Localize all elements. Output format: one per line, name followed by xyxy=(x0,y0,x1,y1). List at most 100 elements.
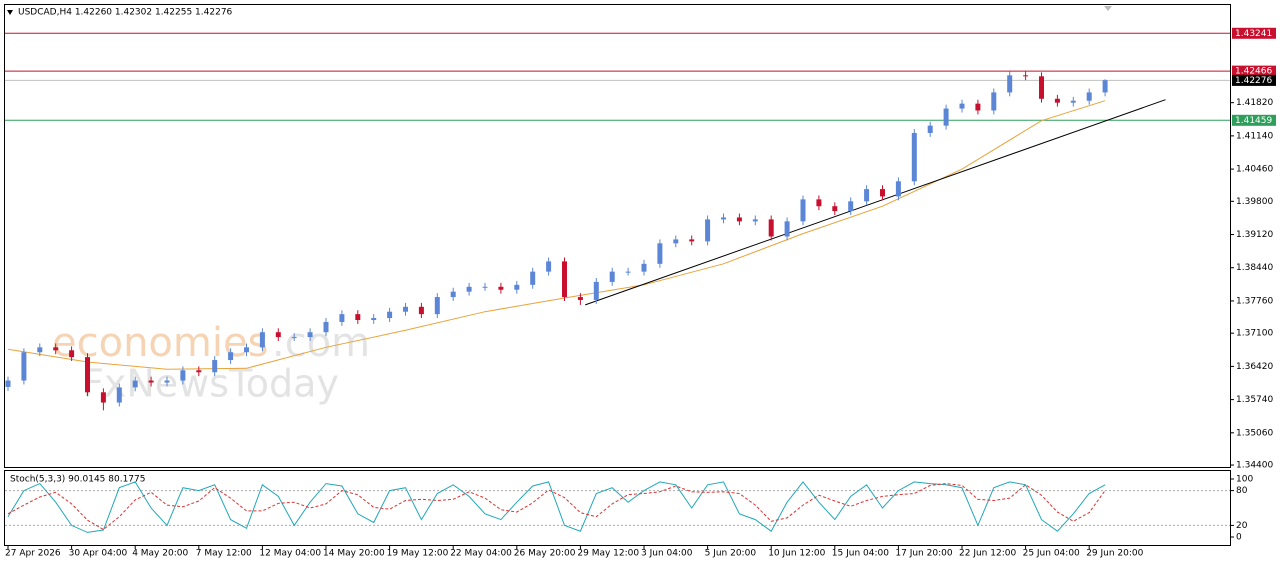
x-tick-label: 25 Jun 04:00 xyxy=(1023,549,1080,559)
x-tick-label: 22 May 04:00 xyxy=(450,549,512,559)
scroll-marker xyxy=(1104,6,1112,11)
candle-body xyxy=(1023,75,1029,77)
candle-body xyxy=(1054,98,1060,103)
candle-body xyxy=(275,332,281,338)
candle-body xyxy=(228,352,234,361)
y-tick-label: 1.41820 xyxy=(1236,98,1273,108)
watermark: .com xyxy=(272,320,370,366)
candle-body xyxy=(180,370,186,381)
candle-body xyxy=(1070,100,1076,103)
candle-body xyxy=(895,181,901,197)
candle-body xyxy=(244,347,249,353)
candle-body xyxy=(21,352,27,381)
candle-body xyxy=(959,103,965,109)
y-tick-label: 1.36420 xyxy=(1236,362,1273,372)
candle-body xyxy=(514,284,520,290)
candle-body xyxy=(323,321,329,333)
candle-body xyxy=(752,219,758,222)
candle-body xyxy=(1102,80,1108,93)
y-tick-label: 1.35060 xyxy=(1236,428,1273,438)
trendline xyxy=(585,99,1166,306)
level-label: 1.42466 xyxy=(1235,67,1272,77)
candle-body xyxy=(848,201,854,212)
candle-body xyxy=(609,271,615,282)
candle-body xyxy=(259,332,265,348)
candle-body xyxy=(562,261,567,298)
y-tick-label: 1.39120 xyxy=(1236,230,1273,240)
y-tick-label: 100 xyxy=(1236,475,1253,485)
y-tick-label: 80 xyxy=(1236,486,1248,496)
candle-body xyxy=(291,337,297,339)
candle-body xyxy=(466,286,472,292)
candle-body xyxy=(991,92,997,111)
menu-arrow[interactable] xyxy=(7,10,13,15)
x-tick-label: 27 Apr 2026 xyxy=(5,549,61,559)
y-tick-label: 1.37760 xyxy=(1236,296,1273,306)
candle-body xyxy=(864,189,870,202)
candle-body xyxy=(641,263,647,272)
candle-body xyxy=(975,103,981,111)
candle-body xyxy=(434,297,440,315)
stoch-line xyxy=(7,481,1106,533)
candle-body xyxy=(880,189,885,197)
candle-body xyxy=(307,332,313,338)
y-tick-label: 1.41140 xyxy=(1236,131,1273,141)
level-label: 1.42276 xyxy=(1235,76,1272,86)
x-tick-label: 5 Jun 20:00 xyxy=(705,549,757,559)
x-tick-label: 26 May 20:00 xyxy=(514,549,576,559)
candle-body xyxy=(593,281,599,300)
candle-body xyxy=(530,271,536,285)
candle-body xyxy=(546,261,552,272)
candle-body xyxy=(498,286,504,290)
level-tag xyxy=(1232,74,1276,86)
candle-body xyxy=(673,239,679,244)
candle-body xyxy=(100,392,106,403)
candle-body xyxy=(927,125,933,133)
candle-body xyxy=(164,380,170,383)
candle-body xyxy=(943,108,949,126)
x-tick-label: 15 Jun 04:00 xyxy=(832,549,889,559)
candle-body xyxy=(387,311,393,319)
candle-body xyxy=(148,380,154,383)
candle-body xyxy=(482,286,488,288)
y-tick-label: 1.39800 xyxy=(1236,197,1273,207)
y-tick-label: 1.34400 xyxy=(1236,461,1273,471)
y-tick-label: 1.40460 xyxy=(1236,165,1273,175)
candle-body xyxy=(832,206,838,212)
candle-body xyxy=(69,350,75,358)
candle-body xyxy=(1039,76,1044,99)
stoch-panel xyxy=(4,470,1231,546)
y-tick-label: 1.38440 xyxy=(1236,263,1273,273)
indicator-title: Stoch(5,3,3) 90.0145 80.1775 xyxy=(10,475,145,485)
x-tick-label: 14 May 20:00 xyxy=(323,549,385,559)
candle-body xyxy=(577,297,583,300)
candle-body xyxy=(784,221,790,237)
x-tick-label: 10 Jun 12:00 xyxy=(768,549,825,559)
candle-body xyxy=(450,291,456,298)
y-tick-label: 0 xyxy=(1236,532,1242,542)
candle-body xyxy=(116,387,122,403)
candle-body xyxy=(705,219,711,242)
candle-body xyxy=(85,357,90,393)
candle-body xyxy=(657,243,663,264)
candle-body xyxy=(768,219,774,237)
x-tick-label: 17 Jun 20:00 xyxy=(895,549,952,559)
x-tick-label: 12 May 04:00 xyxy=(259,549,321,559)
level-tag xyxy=(1232,27,1276,39)
candle-body xyxy=(721,217,726,220)
candle-body xyxy=(5,380,11,387)
main-panel xyxy=(4,4,1231,468)
candle-body xyxy=(625,271,631,273)
candle-body xyxy=(371,318,377,320)
candle-body xyxy=(816,199,822,207)
candle-body xyxy=(132,380,138,388)
y-tick-label: 1.35740 xyxy=(1236,395,1273,405)
candle-body xyxy=(355,314,361,320)
x-tick-label: 30 Apr 04:00 xyxy=(69,549,128,559)
candle-body xyxy=(689,239,695,242)
x-tick-label: 29 May 12:00 xyxy=(577,549,639,559)
watermark: economies xyxy=(52,320,268,366)
